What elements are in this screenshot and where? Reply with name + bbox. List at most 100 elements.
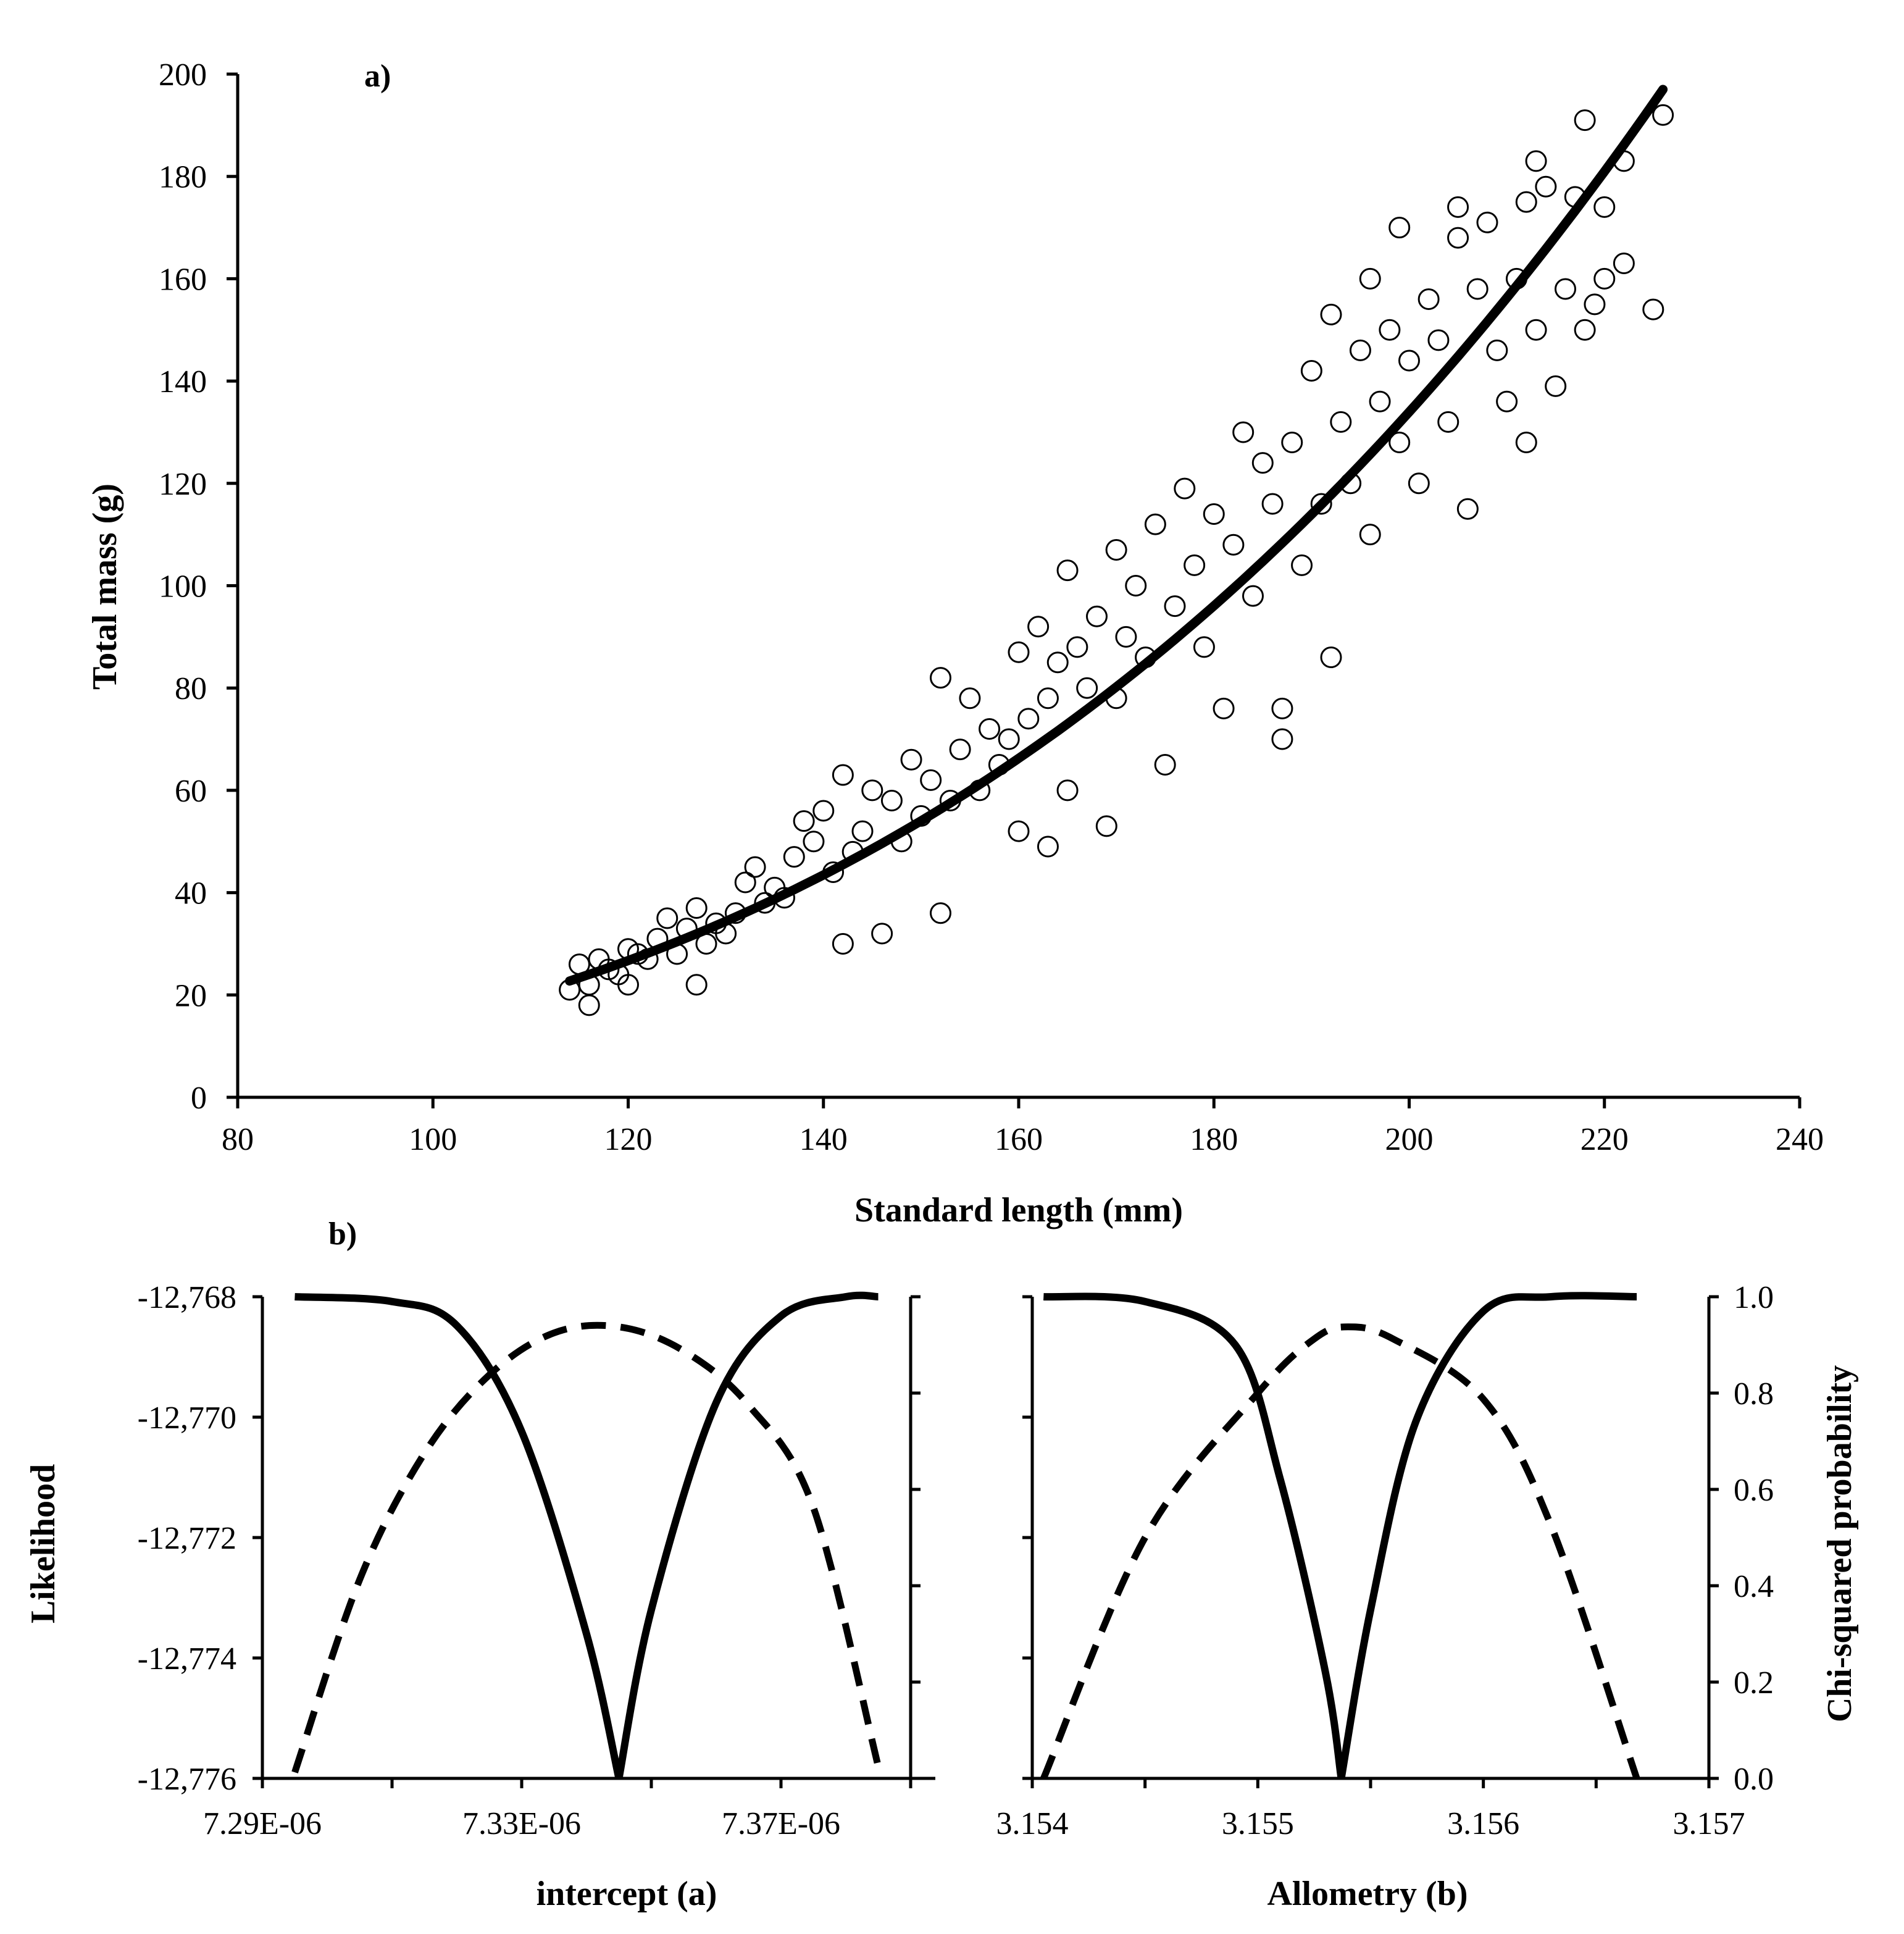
panel-a-data-point	[1359, 524, 1381, 546]
panel-a-x-tick-label: 140	[800, 1122, 848, 1157]
panel-a-data-point	[793, 810, 815, 832]
panel-a-data-point	[1525, 319, 1547, 341]
panel-b-right-x-ticks: 3.154 3.155 3.156 3.157	[996, 1778, 1745, 1841]
panel-a-data-point	[1027, 616, 1050, 638]
panel-a-data-point	[1056, 779, 1079, 802]
panel-a-data-point	[783, 846, 805, 868]
panel-a-data-point	[1017, 708, 1040, 730]
panel-a-fitted-curve	[565, 85, 1668, 986]
panel-a-y-ticks: 0 20 40 60 80 100 120 140 160 180 200	[159, 57, 238, 1116]
panel-a-data-point	[930, 902, 951, 924]
panel-a-data-point	[1046, 651, 1069, 674]
panel-b-right: 3.154 3.155 3.156 3.157 0.00.20.40.60.81.0 …	[996, 1280, 1860, 1913]
panel-a-data-point	[1525, 150, 1547, 172]
panel-a-data-point	[1300, 360, 1322, 382]
panel-a-data-point	[1154, 753, 1176, 776]
panel-a-data-point	[1232, 421, 1255, 443]
panel-a-data-point	[1349, 339, 1371, 361]
panel-a-data-point	[1174, 477, 1196, 500]
panel-a-data-point	[1281, 432, 1303, 454]
panel-a-y-tick-label: 0	[191, 1081, 207, 1116]
panel-a-data-point	[1291, 554, 1313, 576]
panel-a-data-point	[1466, 278, 1489, 300]
panel-a-data-point	[900, 748, 922, 771]
panel-b-y2-tick-label: 0.4	[1734, 1569, 1774, 1604]
panel-a-data-point	[1398, 350, 1420, 372]
panel-b-left-y2-ticks	[911, 1295, 921, 1780]
panel-a-data-point	[1086, 605, 1108, 627]
panel-a-data-point	[1076, 677, 1098, 699]
panel-a-data-point	[656, 907, 679, 929]
panel-a-data-point	[1369, 390, 1391, 412]
panel-a-y-tick-label: 160	[159, 262, 207, 297]
panel-b-right-y-ticks	[1022, 1295, 1032, 1780]
panel-b-right-x-axis-title: Allometry (b)	[1267, 1875, 1468, 1913]
panel-a-data-point	[1213, 697, 1235, 719]
panel-a-data-point	[1388, 217, 1411, 239]
panel-a-data-point	[1555, 278, 1576, 300]
panel-b-left-likelihood-line	[291, 1321, 882, 1773]
panel-a-data-point	[1359, 267, 1381, 290]
panel-a-data-point	[832, 764, 854, 786]
panel-a-y-tick-label: 80	[175, 671, 207, 706]
panel-a-data-point	[1447, 196, 1469, 218]
panel-a-data-point	[1388, 432, 1411, 454]
panel-b-left: 7.29E-06 7.33E-06 7.37E-06 -12,768-12,770-…	[24, 1280, 935, 1913]
panel-a: a) 80 100 120 140 160 180 200 220 240 0 20 40 60 80 1…	[86, 57, 1824, 1229]
panel-a-data-point	[1144, 513, 1166, 535]
panel-a-data-point	[1271, 728, 1293, 750]
panel-a-data-point	[1095, 815, 1117, 837]
panel-a-x-tick-label: 160	[995, 1122, 1043, 1157]
panel-b-label: b)	[328, 1216, 357, 1252]
panel-b-left-y-ticks: -12,768 -12,770 -12,772 -12,774 -12,776	[138, 1280, 262, 1797]
panel-a-data-point	[1574, 109, 1596, 132]
panel-a-x-tick-label: 80	[222, 1122, 254, 1157]
panel-a-data-point	[1330, 411, 1352, 433]
panel-a-x-tick-label: 100	[409, 1122, 457, 1157]
panel-b-y2-tick-label: 0.6	[1734, 1473, 1774, 1508]
panel-a-data-point	[1535, 175, 1557, 198]
panel-a-data-point	[1642, 298, 1664, 320]
panel-a-y-tick-label: 100	[159, 569, 207, 605]
panel-a-data-point	[1447, 227, 1469, 249]
panel-a-data-point	[979, 718, 1001, 740]
panel-b-x-tick-label: 7.37E-06	[722, 1806, 840, 1841]
panel-a-data-point	[1427, 329, 1450, 351]
panel-b-y2-tick-label: 0.2	[1734, 1665, 1774, 1701]
panel-a-y-tick-label: 20	[175, 978, 207, 1013]
panel-a-data-point	[920, 769, 942, 791]
panel-b-y-tick-label: -12,776	[138, 1762, 236, 1797]
panel-a-data-point	[685, 974, 708, 996]
panel-b-left-y-axis-title: Likelihood	[24, 1464, 62, 1623]
panel-b-left-probability-line	[294, 1291, 879, 1780]
panel-a-data-point	[1125, 575, 1147, 597]
panel-a-data-point	[1037, 687, 1059, 710]
panel-a-points	[559, 104, 1674, 1016]
panel-a-data-point	[1066, 636, 1088, 658]
panel-a-data-point	[1593, 196, 1616, 218]
panel-a-data-point	[1261, 493, 1284, 515]
panel-a-y-tick-label: 60	[175, 774, 207, 809]
panel-a-x-tick-label: 200	[1385, 1122, 1434, 1157]
panel-b-y-tick-label: -12,768	[138, 1280, 236, 1315]
panel-a-data-point	[1476, 211, 1498, 233]
panel-a-data-point	[744, 856, 766, 878]
panel-a-data-point	[1496, 390, 1518, 412]
panel-b-left-x-axis-title: intercept (a)	[537, 1875, 717, 1913]
panel-a-data-point	[1515, 191, 1537, 213]
panel-a-data-point	[1008, 820, 1030, 842]
panel-b-right-y2-axis-title: Chi-squared probability	[1821, 1365, 1859, 1722]
panel-b-y-tick-label: -12,774	[138, 1641, 236, 1677]
panel-a-data-point	[1164, 595, 1186, 617]
panel-a-label: a)	[364, 59, 391, 94]
panel-a-data-point	[1584, 293, 1606, 316]
panel-b-right-probability-line	[1043, 1292, 1637, 1780]
panel-a-data-point	[685, 897, 708, 919]
panel-a-data-point	[949, 739, 971, 761]
panel-a-data-point	[1251, 452, 1274, 474]
panel-b-x-tick-label: 3.154	[996, 1806, 1069, 1841]
panel-a-y-tick-label: 120	[159, 467, 207, 502]
panel-a-y-tick-label: 140	[159, 364, 207, 400]
panel-a-data-point	[1320, 303, 1342, 325]
